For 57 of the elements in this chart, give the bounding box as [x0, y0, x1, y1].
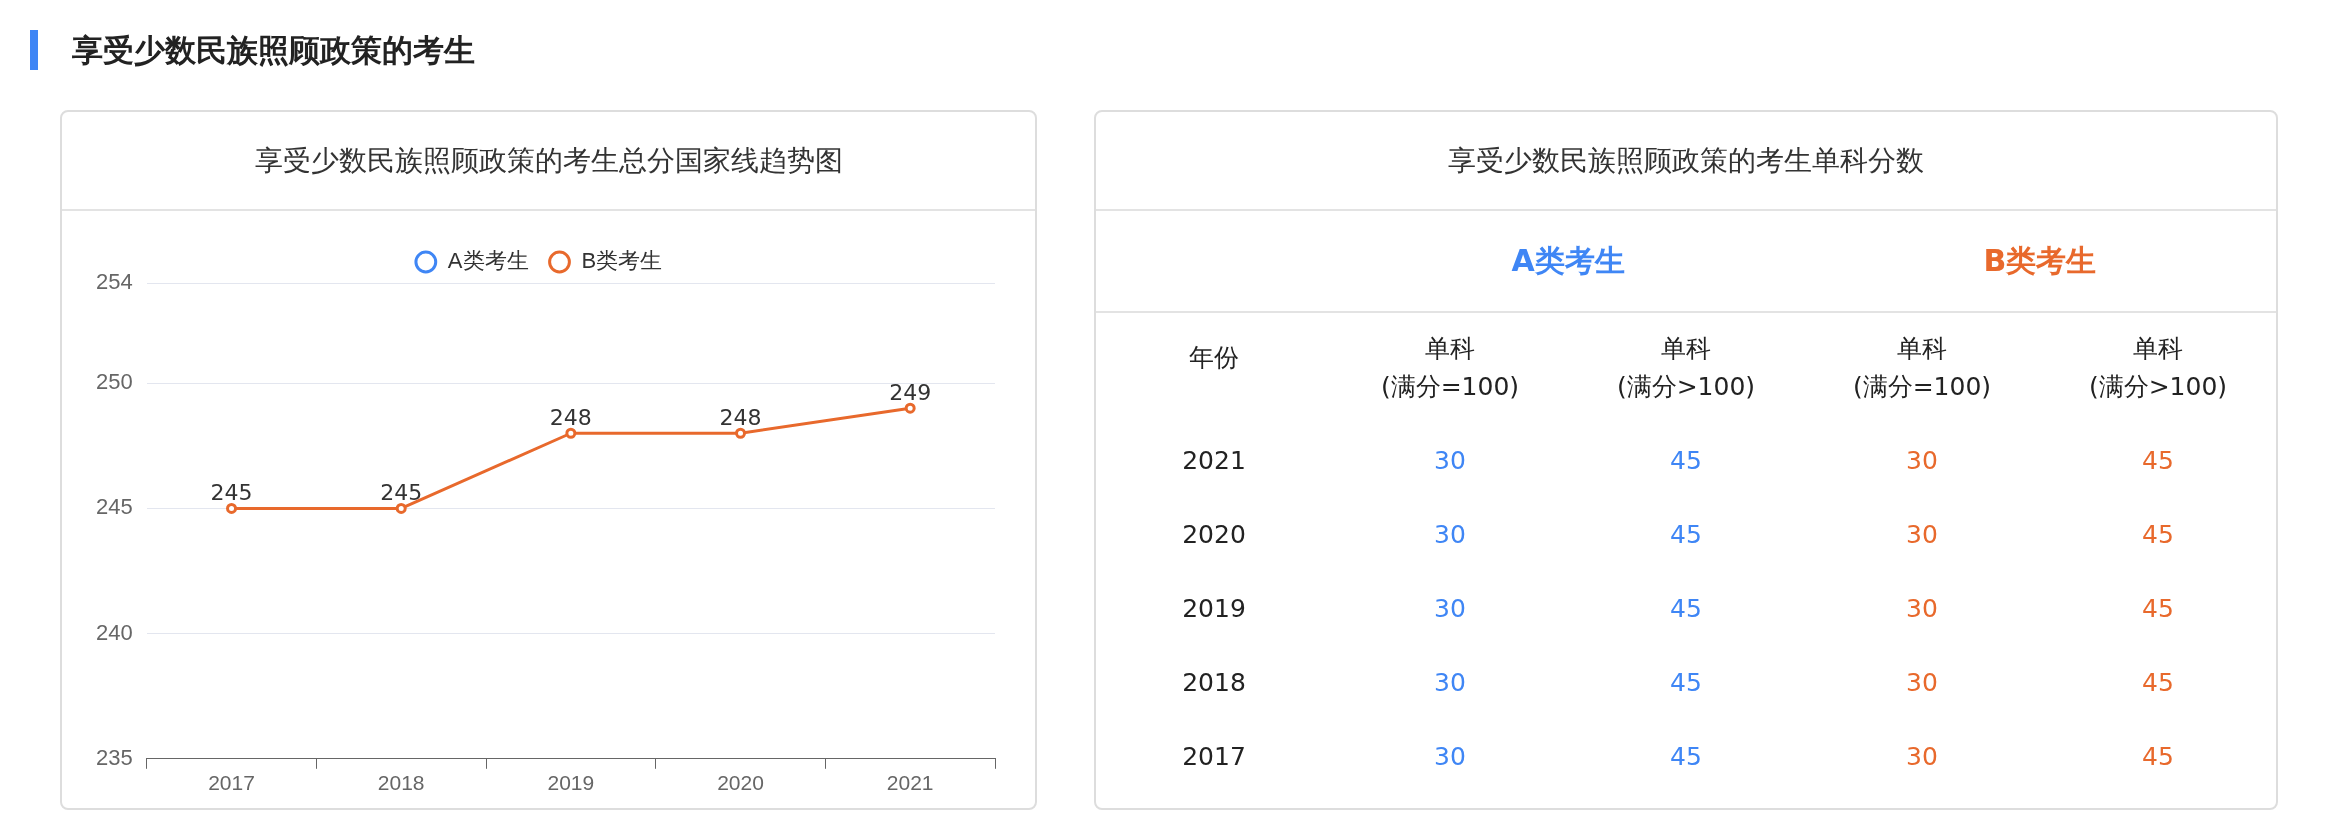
data-label: 30: [1905, 518, 1939, 551]
text: B类考生: [1982, 241, 2098, 280]
data-label: 245: [210, 480, 253, 506]
x-tick-label: 单科 (满分=100): [1379, 333, 1521, 403]
chart-title: 享受少数民族照顾政策的考生总分国家线趋势图: [62, 112, 1035, 211]
data-label: 45: [1669, 592, 1703, 625]
x-tick-label: 2018: [377, 771, 425, 795]
y-tick-label: 250: [95, 369, 133, 395]
data-label: 30: [1433, 740, 1467, 773]
data-label: 30: [1905, 666, 1939, 699]
point: [565, 427, 577, 439]
y-tick-label: 235: [95, 744, 133, 770]
x-tick-label: 2019: [547, 771, 595, 795]
y-tick-label: 240: [95, 619, 133, 645]
data-label: 45: [2141, 444, 2175, 477]
x-tick-label: 单科 (满分=100): [1851, 333, 1993, 403]
chart-title: 享受少数民族照顾政策的考生单科分数: [1096, 112, 2276, 211]
x-tick-label: 单科 (满分>100): [1615, 333, 1757, 403]
point: [735, 427, 747, 439]
data-label: 45: [1669, 666, 1703, 699]
data-label: 248: [719, 404, 762, 430]
x-tick-label: 2021: [886, 771, 934, 795]
data-label: 30: [1433, 666, 1467, 699]
data-label: 30: [1433, 444, 1467, 477]
y-tick-label: 2019: [1181, 592, 1247, 625]
point: [395, 502, 407, 514]
data-label: 30: [1905, 444, 1939, 477]
data-label: 248: [549, 404, 592, 430]
data-label: 30: [1905, 740, 1939, 773]
text: A类考生: [1510, 241, 1626, 280]
data-label: 45: [2141, 592, 2175, 625]
data-label: 45: [1669, 740, 1703, 773]
y-tick-label: 2018: [1181, 666, 1247, 699]
point: [904, 402, 916, 414]
legend-label: B类考生: [581, 248, 663, 274]
x-tick-label: 2020: [717, 771, 764, 795]
legend-label: A类考生: [447, 248, 529, 274]
data-label: 45: [1669, 444, 1703, 477]
data-label: 245: [380, 480, 423, 506]
x-tick-label: 2017: [208, 771, 255, 795]
point: [226, 502, 238, 514]
y-tick-label: 254: [95, 269, 133, 295]
y-tick-label: 2021: [1181, 444, 1247, 477]
y-tick-label: 2017: [1181, 740, 1247, 773]
data-label: 45: [2141, 666, 2175, 699]
y-tick-label: 2020: [1181, 518, 1247, 551]
y-tick-label: 245: [95, 494, 133, 520]
y-axis-title: 年份: [1188, 342, 1240, 374]
data-label: 45: [2141, 518, 2175, 551]
data-label: 45: [1669, 518, 1703, 551]
data-label: 249: [889, 379, 932, 405]
data-label: 30: [1433, 518, 1467, 551]
data-label: 30: [1433, 592, 1467, 625]
data-label: 30: [1905, 592, 1939, 625]
data-label: 45: [2141, 740, 2175, 773]
x-tick-label: 单科 (满分>100): [2087, 333, 2229, 403]
text: 享受少数民族照顾政策的考生: [30, 30, 475, 70]
